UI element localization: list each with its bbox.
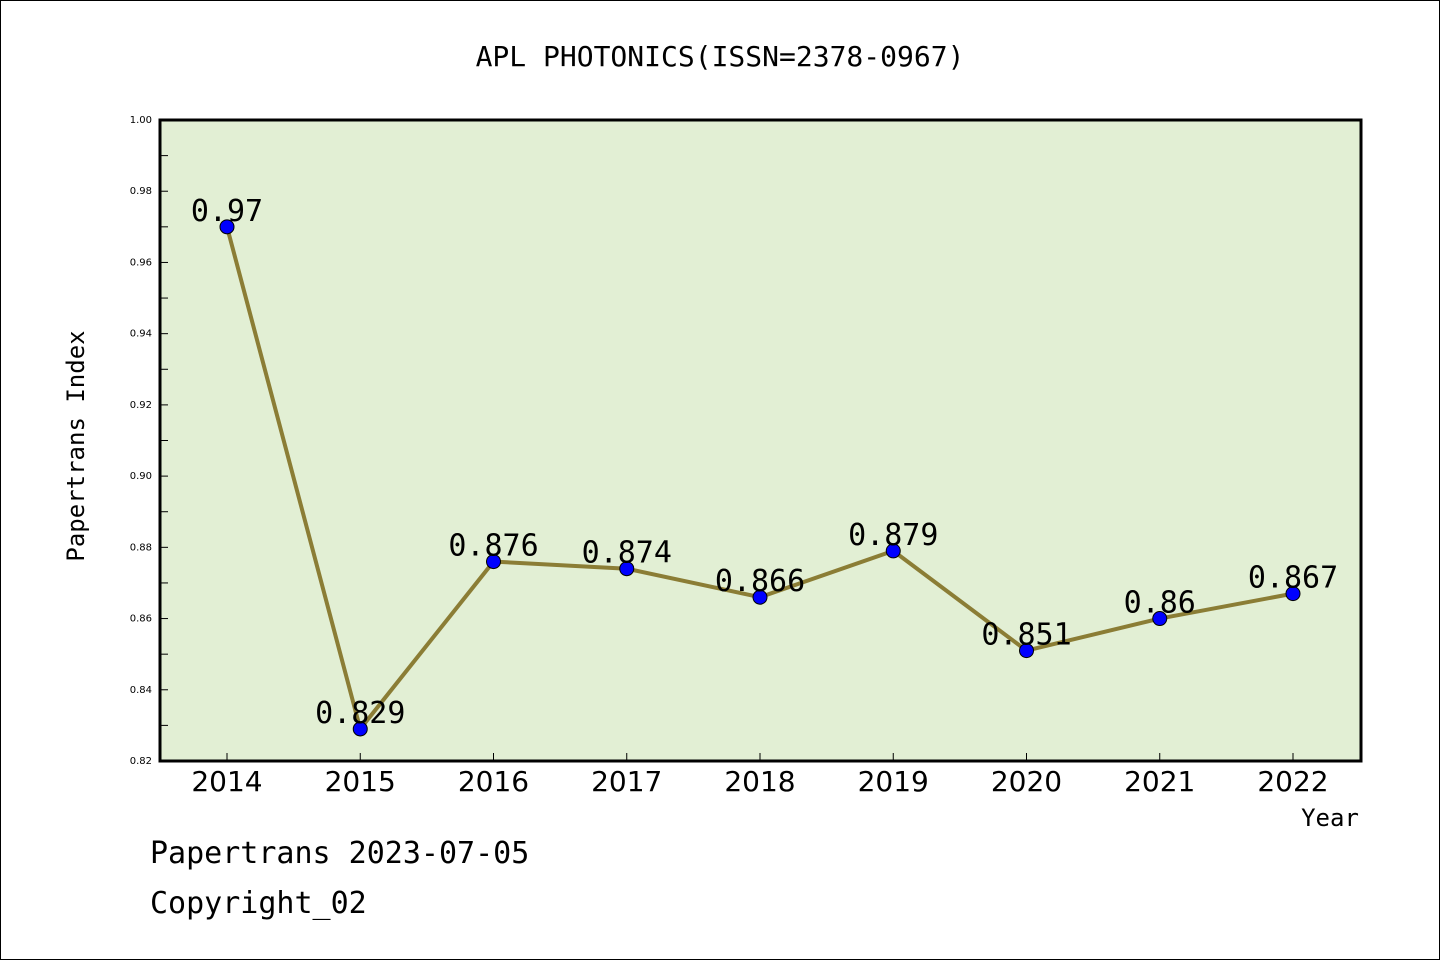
footer-copyright: Copyright_02 (150, 886, 367, 921)
x-tick-label: 2014 (191, 765, 262, 798)
plot-area (158, 118, 1363, 763)
y-tick-label: 0.84 (130, 685, 152, 696)
data-labels: 0.97 0.829 0.876 0.874 0.866 0.879 0.851 0.86 0.… (191, 194, 1338, 731)
data-point (1019, 643, 1034, 659)
y-tick-label: 0.86 (130, 614, 152, 625)
data-point (885, 543, 901, 559)
data-point (619, 561, 635, 577)
data-label: 0.879 (848, 518, 938, 553)
x-tick-label: 2017 (591, 765, 662, 798)
x-tick-label: 2018 (724, 765, 795, 798)
data-label: 0.829 (315, 696, 405, 731)
x-tick-label: 2015 (325, 765, 396, 798)
data-point (219, 219, 235, 235)
x-axis: 2014 2015 2016 2017 2018 2019 2020 2021 2022 (191, 753, 1329, 798)
y-tick-label: 0.82 (130, 756, 152, 767)
data-label: 0.97 (191, 194, 263, 229)
x-axis-label: Year (1301, 804, 1359, 832)
y-tick-label: 0.94 (130, 329, 152, 340)
y-tick-label: 0.88 (130, 542, 152, 553)
data-point (1285, 586, 1301, 602)
x-tick-label: 2019 (858, 765, 929, 798)
x-tick-label: 2021 (1124, 765, 1195, 798)
data-label: 0.866 (715, 564, 805, 599)
y-axis-label: Papertrans Index (62, 330, 90, 561)
data-label: 0.867 (1248, 561, 1338, 596)
y-tick-label: 1.00 (130, 115, 152, 126)
y-axis: 0.82 0.84 0.86 0.88 0.90 0.92 0.94 0.96 0.98 1.00 (130, 115, 168, 767)
data-label: 0.874 (582, 536, 672, 571)
x-tick-label: 2022 (1257, 765, 1328, 798)
data-label: 0.876 (448, 529, 538, 564)
data-point (486, 554, 501, 570)
data-point (1152, 611, 1168, 627)
y-tick-label: 0.92 (130, 400, 152, 411)
footer-date: Papertrans 2023-07-05 (150, 836, 530, 871)
data-label: 0.851 (981, 618, 1071, 653)
data-point (352, 721, 368, 737)
x-tick-label: 2016 (458, 765, 529, 798)
chart-title: APL PHOTONICS(ISSN=2378-0967) (476, 40, 965, 73)
y-tick-label: 0.90 (130, 471, 152, 482)
y-tick-label: 0.98 (130, 186, 152, 197)
data-label: 0.86 (1124, 586, 1196, 621)
y-tick-label: 0.96 (130, 257, 152, 268)
data-point (752, 589, 768, 605)
series-markers (219, 219, 1301, 737)
x-tick-label: 2020 (991, 765, 1062, 798)
